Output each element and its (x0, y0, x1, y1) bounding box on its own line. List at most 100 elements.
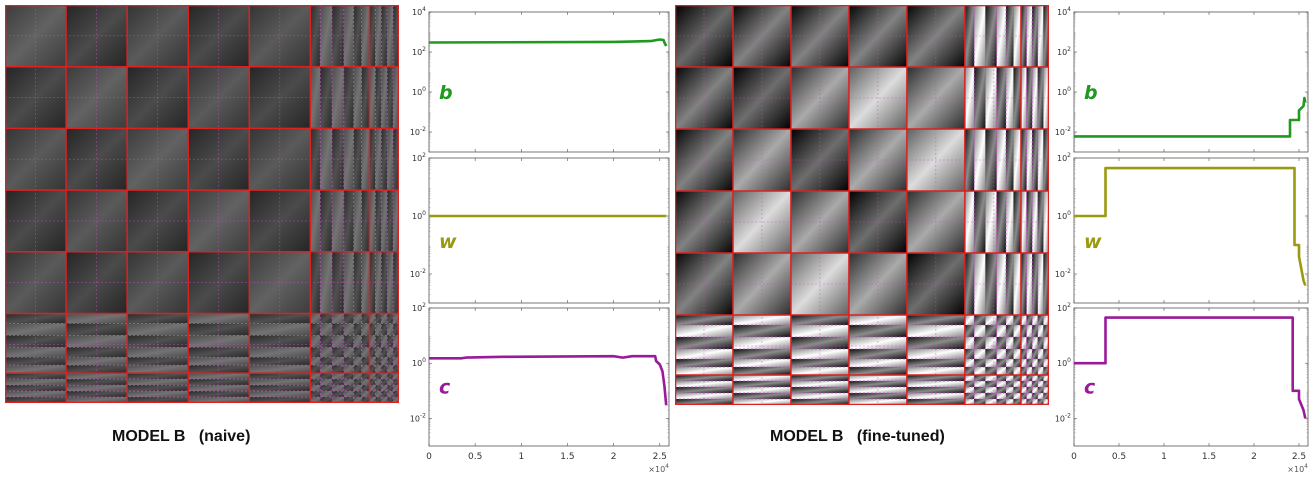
heatmap-cell (369, 379, 376, 386)
heatmap-cell (1026, 381, 1033, 387)
heatmap-cell (1020, 325, 1027, 337)
heatmap-cell (381, 397, 388, 403)
x-tick-label: 0.5 (1112, 452, 1126, 462)
heatmap-cell (381, 323, 388, 336)
heatmap-cell (964, 5, 975, 67)
heatmap-cell (369, 190, 376, 252)
heatmap-cell (343, 379, 354, 386)
heatmap-cell (369, 251, 376, 314)
chart-panel-w: 102 100 10-2 w (1055, 152, 1309, 304)
heatmap-cell (996, 191, 1006, 253)
heatmap-cell (343, 323, 354, 336)
heatmap-cell (320, 397, 333, 403)
heatmap-cell (906, 381, 965, 387)
heatmap-cell (343, 66, 354, 129)
heatmap-cell (5, 347, 67, 358)
heatmap-cell (1043, 129, 1049, 191)
heatmap-cell (906, 315, 965, 325)
heatmap-cell (387, 397, 394, 403)
heatmap-cell (974, 375, 986, 381)
heatmap-cell (1013, 191, 1021, 253)
heatmap-cell (974, 387, 986, 393)
heatmap-cell (332, 347, 344, 358)
heatmap-cell (393, 379, 399, 386)
heatmap-cell (332, 365, 344, 374)
heatmap-cell (1020, 375, 1027, 381)
heatmap-cell (675, 381, 733, 387)
heatmap-cell (387, 313, 394, 324)
heatmap-cell (1043, 387, 1049, 393)
heatmap-border (674, 4, 1050, 406)
heatmap-cell (361, 313, 370, 324)
heatmap-cell (974, 349, 986, 359)
heatmap-cell (343, 5, 354, 67)
heatmap-cell (1043, 367, 1049, 375)
chart-frame (428, 11, 670, 153)
heatmap-cell (1026, 393, 1033, 399)
heatmap-cell (361, 335, 370, 348)
heatmap-naive-canvas (4, 4, 400, 404)
heatmap-cell (996, 359, 1006, 367)
heatmap-cell (1020, 387, 1027, 393)
y-tick-label: 104 (412, 6, 426, 17)
heatmap-cell (387, 323, 394, 336)
heatmap-cell (387, 391, 394, 398)
y-tick-label: 102 (412, 46, 426, 57)
heatmap-cell (320, 313, 333, 324)
heatmap-cell (249, 385, 311, 392)
heatmap-cell (974, 393, 986, 399)
y-tick-label: 100 (1057, 357, 1071, 368)
x-tick-label: 1 (518, 452, 524, 462)
heatmap-cell (1032, 337, 1038, 349)
heatmap-cell (310, 347, 321, 358)
heatmap-cell (996, 367, 1006, 375)
heatmap-cell (1043, 337, 1049, 349)
heatmap-cell (387, 347, 394, 358)
heatmap-cell (381, 357, 388, 366)
heatmap-cell (996, 315, 1006, 325)
heatmap-cell (1032, 5, 1038, 67)
heatmap-cell (1032, 325, 1038, 337)
heatmap-cell (381, 391, 388, 398)
heatmap-cell (1005, 393, 1014, 399)
heatmap-cell (393, 190, 399, 252)
y-tick-label: 100 (412, 210, 426, 221)
x-tick-label: 0 (1071, 452, 1077, 462)
heatmap-cell (1032, 253, 1038, 315)
heatmap-cell (353, 313, 362, 324)
heatmap-cell (320, 323, 333, 336)
y-tick-label: 102 (1057, 46, 1071, 57)
y-tick-label: 102 (412, 302, 426, 313)
series-line-c (429, 354, 668, 406)
heatmap-cell (732, 315, 791, 325)
heatmap-cell (353, 335, 362, 348)
heatmap-cell (381, 335, 388, 348)
heatmap-cell (343, 397, 354, 403)
heatmap-cell (361, 357, 370, 366)
heatmap-cell (1043, 359, 1049, 367)
heatmap-cell (1013, 399, 1021, 405)
heatmap-cell (1013, 375, 1021, 381)
heatmap-cell (381, 128, 388, 191)
heatmap-cell (985, 315, 997, 325)
heatmap-cell (393, 385, 399, 392)
heatmap-cell (353, 379, 362, 386)
x-tick-label: 2.5 (653, 452, 667, 462)
heatmap-cell (369, 66, 376, 129)
heatmap-cell (332, 385, 344, 392)
x-tick-label: 2 (611, 452, 617, 462)
heatmap-cell (1037, 367, 1044, 375)
heatmap-cell (1032, 349, 1038, 359)
heatmap-border (4, 4, 400, 404)
heatmap-cell (1037, 315, 1044, 325)
chart-panel-w: 102 100 10-2 w (410, 152, 670, 304)
heatmap-cell (369, 128, 376, 191)
heatmap-cell (985, 399, 997, 405)
heatmap-cell (1020, 393, 1027, 399)
heatmap-naive (4, 4, 400, 404)
heatmap-cell (974, 399, 986, 405)
y-tick-label: 102 (1057, 152, 1071, 163)
heatmap-cell (1005, 191, 1014, 253)
series-label-b: b (1084, 82, 1098, 104)
heatmap-cell (1043, 5, 1049, 67)
